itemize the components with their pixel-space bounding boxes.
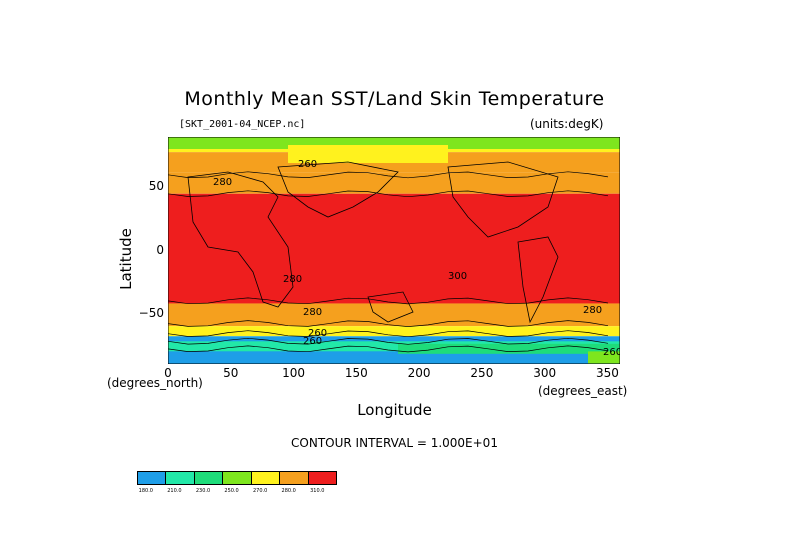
x-tick-label: 250 bbox=[470, 366, 494, 380]
x-tick-label: 0 bbox=[164, 366, 172, 380]
colorbar bbox=[137, 471, 337, 485]
y-axis-label: Latitude bbox=[116, 228, 135, 290]
chart-title: Monthly Mean SST/Land Skin Temperature bbox=[184, 88, 605, 110]
coastline bbox=[517, 236, 559, 324]
contour-line bbox=[168, 320, 609, 327]
x-tick-label: 100 bbox=[282, 366, 305, 380]
y-axis-unit: (degrees_north) bbox=[107, 376, 203, 390]
contour-label: 260 bbox=[298, 159, 317, 170]
colorbar-segment bbox=[138, 472, 167, 484]
x-tick-label: 50 bbox=[223, 366, 239, 380]
x-tick-label: 300 bbox=[533, 366, 557, 380]
colorbar-label: 310.0 bbox=[310, 488, 325, 494]
colorbar-segment bbox=[223, 472, 252, 484]
contour-line bbox=[168, 330, 609, 338]
contour-line bbox=[168, 345, 609, 353]
antarctic-patch bbox=[588, 351, 620, 364]
colorbar-segment bbox=[308, 472, 336, 484]
colorbar-label: 180.0 bbox=[138, 488, 153, 494]
colorbar-label: 230.0 bbox=[195, 488, 211, 494]
coastline bbox=[447, 161, 559, 238]
arctic-patch bbox=[288, 145, 448, 163]
y-tick-label: 50 bbox=[148, 179, 164, 194]
coastline bbox=[367, 291, 414, 323]
arctic-patch bbox=[168, 137, 620, 149]
x-tick-label: 150 bbox=[344, 366, 368, 380]
temperature-band bbox=[168, 326, 620, 337]
contour-label: 260 bbox=[603, 347, 620, 358]
contour-line bbox=[168, 337, 609, 345]
contour-label: 260 bbox=[303, 336, 322, 347]
contour-interval: CONTOUR INTERVAL = 1.000E+01 bbox=[291, 436, 498, 450]
y-tick-label: −50 bbox=[138, 305, 164, 320]
x-tick-label: 200 bbox=[407, 366, 431, 380]
x-tick-label: 350 bbox=[595, 366, 619, 380]
colorbar-label: 280.0 bbox=[281, 488, 296, 494]
contour-label: 280 bbox=[303, 307, 322, 318]
contour-label: 260 bbox=[308, 328, 327, 339]
contour-line bbox=[168, 297, 609, 305]
contour-label: 280 bbox=[283, 274, 302, 285]
colorbar-label: 270.0 bbox=[252, 488, 268, 494]
x-axis-label: Longitude bbox=[357, 401, 432, 419]
dataset-filename: [SKT_2001-04_NCEP.nc] bbox=[179, 119, 306, 130]
temperature-band bbox=[168, 193, 620, 304]
colorbar-segment bbox=[251, 472, 281, 484]
contour-line bbox=[168, 171, 609, 179]
antarctic-patch bbox=[398, 343, 620, 354]
coastline bbox=[187, 171, 294, 308]
antarctic-patch bbox=[168, 341, 620, 352]
colorbar-segment bbox=[280, 472, 309, 484]
contour-label: 280 bbox=[213, 177, 232, 188]
colorbar-segment bbox=[194, 472, 224, 484]
contour-label: 300 bbox=[448, 271, 467, 282]
temperature-band bbox=[168, 303, 620, 327]
coastline bbox=[277, 161, 399, 218]
contour-label: 280 bbox=[583, 305, 602, 316]
x-axis-unit: (degrees_east) bbox=[538, 384, 628, 398]
units-label: (units:degK) bbox=[530, 117, 604, 131]
contour-line bbox=[168, 190, 609, 198]
colorbar-segment bbox=[166, 472, 195, 484]
y-tick-label: 0 bbox=[156, 242, 164, 257]
colorbar-label: 250.0 bbox=[224, 488, 239, 494]
colorbar-label: 210.0 bbox=[167, 488, 182, 494]
